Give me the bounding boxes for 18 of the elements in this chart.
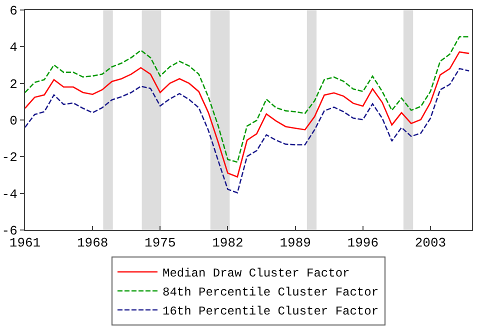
x-tick-label: 1996: [347, 236, 379, 251]
y-tick-label: -2: [2, 150, 18, 166]
x-tick-label: 1989: [280, 236, 311, 251]
y-tick-label: 4: [10, 40, 18, 56]
y-tick-label: 2: [10, 76, 18, 92]
x-tick-label: 1975: [144, 236, 176, 251]
x-tick-label: 1968: [76, 236, 108, 251]
legend-label: 16th Percentile Cluster Factor: [162, 304, 379, 319]
y-tick-label: -4: [2, 186, 18, 202]
x-tick-label: 1982: [212, 236, 244, 251]
legend-label: Median Draw Cluster Factor: [162, 266, 350, 281]
x-tick-label: 2003: [414, 236, 446, 251]
y-tick-label: 6: [10, 4, 18, 19]
line-series: [25, 51, 470, 178]
y-tick-label: 0: [10, 114, 18, 129]
legend-label: 84th Percentile Cluster Factor: [162, 286, 379, 300]
line-series: [25, 68, 470, 194]
line-series: [25, 36, 470, 163]
